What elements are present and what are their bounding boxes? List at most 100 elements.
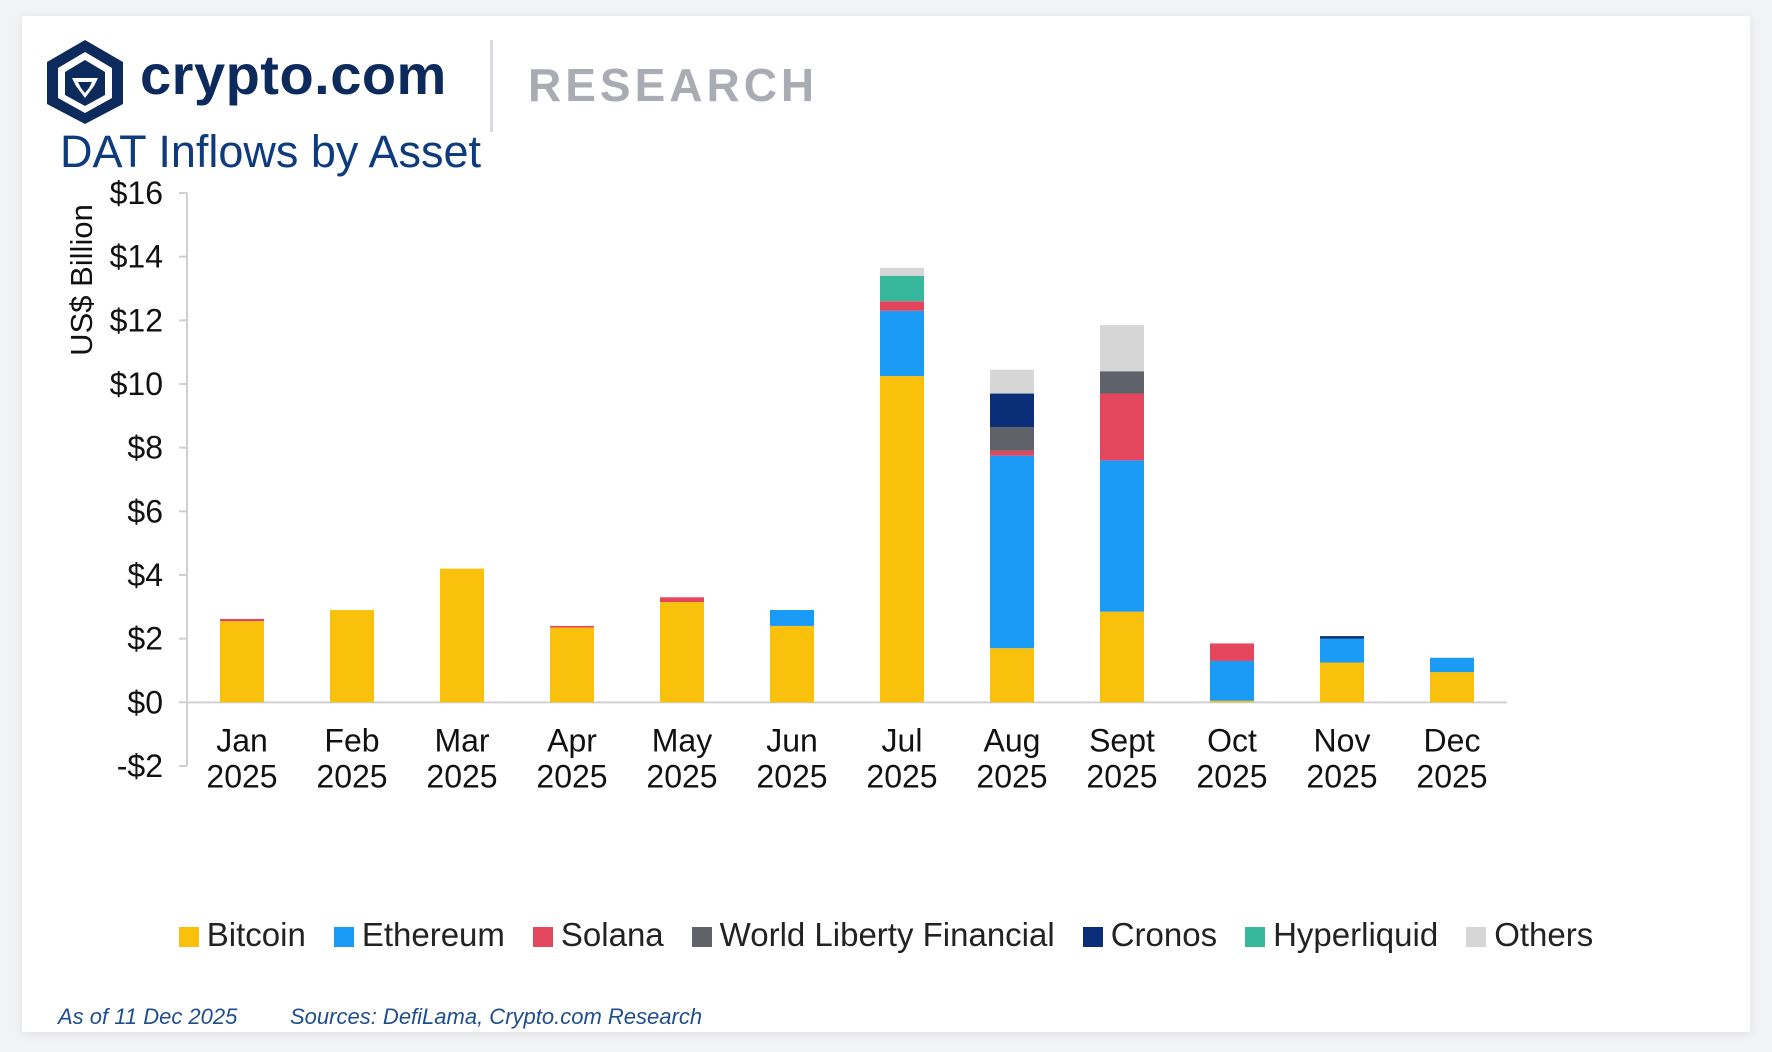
- bar-segment-solana-apr: [550, 625, 594, 628]
- legend-swatch: [532, 927, 553, 947]
- legend-label: Others: [1494, 916, 1594, 953]
- bar-segment-ethereum-aug: [990, 455, 1034, 649]
- x-tick-label: 2025: [1196, 758, 1267, 794]
- legend-swatch: [1082, 927, 1103, 947]
- legend-swatch: [333, 927, 354, 947]
- x-tick-label: Dec: [1424, 722, 1481, 758]
- bar-segment-bitcoin-feb: [330, 610, 374, 703]
- x-tick-label: Apr: [547, 722, 597, 758]
- bar-segment-bitcoin-may: [660, 602, 704, 703]
- legend-swatch: [691, 927, 712, 947]
- chart-card: crypto.com RESEARCH DAT Inflows by Asset…: [22, 16, 1750, 1032]
- x-tick-label: 2025: [1306, 758, 1377, 794]
- bar-segment-world-liberty-financial-aug: [990, 426, 1034, 451]
- bar-segment-solana-sept: [1100, 393, 1144, 461]
- bar-segment-bitcoin-jun: [770, 625, 814, 703]
- legend-swatch: [178, 927, 199, 947]
- legend-item-cronos: Cronos: [1082, 916, 1218, 954]
- bar-segment-solana-oct: [1210, 643, 1254, 661]
- x-tick-label: Jul: [882, 722, 923, 758]
- x-tick-label: 2025: [866, 758, 937, 794]
- x-tick-label: Aug: [984, 722, 1041, 758]
- x-tick-label: 2025: [646, 758, 717, 794]
- x-tick-label: 2025: [316, 758, 387, 794]
- brand-name: crypto.com: [140, 43, 447, 106]
- y-tick-label: $12: [110, 302, 163, 338]
- bar-segment-solana-jan: [220, 618, 264, 622]
- x-tick-label: Jan: [216, 722, 268, 758]
- bar-segment-solana-aug: [990, 450, 1034, 456]
- legend-item-bitcoin: Bitcoin: [178, 916, 306, 954]
- stacked-bar-chart: -$2$0$2$4$6$8$10$12$14$16Jan2025Feb2025M…: [64, 175, 1507, 794]
- bar-segment-bitcoin-jul: [880, 376, 924, 703]
- bar-segment-others-sept: [1100, 325, 1144, 372]
- legend-swatch: [1466, 927, 1487, 947]
- legend-item-ethereum: Ethereum: [333, 916, 505, 954]
- y-tick-label: $8: [127, 430, 163, 466]
- research-label: RESEARCH: [528, 59, 819, 111]
- labels-layer: -$2$0$2$4$6$8$10$12$14$16Jan2025Feb2025M…: [110, 175, 1488, 794]
- x-tick-label: 2025: [976, 758, 1047, 794]
- bar-segment-world-liberty-financial-sept: [1100, 371, 1144, 394]
- x-tick-label: Jun: [766, 722, 818, 758]
- x-tick-label: Sept: [1089, 722, 1155, 758]
- bar-segment-bitcoin-sept: [1100, 611, 1144, 703]
- x-tick-label: 2025: [1086, 758, 1157, 794]
- bars-layer: [220, 267, 1474, 703]
- bar-segment-others-aug: [990, 369, 1034, 394]
- y-tick-label: $10: [110, 366, 163, 402]
- x-tick-label: 2025: [206, 758, 277, 794]
- bar-segment-ethereum-dec: [1430, 657, 1474, 673]
- chart-legend: Bitcoin Ethereum Solana World Liberty Finan…: [22, 916, 1750, 954]
- y-tick-label: $14: [110, 239, 163, 275]
- y-tick-label: $4: [127, 557, 163, 593]
- bar-segment-ethereum-oct: [1210, 660, 1254, 701]
- x-tick-label: 2025: [536, 758, 607, 794]
- y-tick-label: $2: [127, 621, 163, 657]
- x-tick-label: 2025: [756, 758, 827, 794]
- bar-segment-hyperliquid-jul: [880, 275, 924, 302]
- y-tick-label: $0: [127, 684, 163, 720]
- sources-note: Sources: DefiLama, Crypto.com Research: [290, 1004, 703, 1029]
- x-tick-label: Feb: [324, 722, 379, 758]
- bar-segment-bitcoin-apr: [550, 627, 594, 703]
- bar-segment-bitcoin-jan: [220, 621, 264, 703]
- legend-label: Cronos: [1110, 916, 1218, 953]
- bar-segment-bitcoin-dec: [1430, 672, 1474, 703]
- as-of-date: As of 11 Dec 2025: [58, 1004, 238, 1029]
- x-tick-label: Nov: [1314, 722, 1371, 758]
- y-tick-label: $16: [110, 175, 163, 211]
- bar-segment-ethereum-sept: [1100, 460, 1144, 612]
- bar-segment-cronos-aug: [990, 393, 1034, 427]
- x-tick-label: 2025: [426, 758, 497, 794]
- bar-segment-ethereum-nov: [1320, 638, 1364, 663]
- x-tick-label: 2025: [1416, 758, 1487, 794]
- legend-label: Hyperliquid: [1273, 916, 1439, 953]
- bar-segment-solana-jul: [880, 301, 924, 311]
- legend-swatch: [1245, 927, 1266, 947]
- y-tick-label: -$2: [117, 748, 163, 784]
- legend-label: Solana: [560, 916, 664, 953]
- bar-segment-bitcoin-oct: [1210, 700, 1254, 703]
- legend-item-hyperliquid: Hyperliquid: [1245, 916, 1438, 954]
- y-axis-label: US$ Billion: [64, 204, 99, 356]
- bar-segment-others-jul: [880, 267, 924, 276]
- legend-item-world-liberty-financial: World Liberty Financial: [691, 916, 1055, 954]
- x-tick-label: May: [652, 722, 712, 758]
- bar-segment-ethereum-jun: [770, 610, 814, 626]
- y-tick-label: $6: [127, 493, 163, 529]
- legend-item-others: Others: [1466, 916, 1593, 954]
- legend-label: World Liberty Financial: [719, 916, 1055, 953]
- bar-segment-bitcoin-mar: [440, 568, 484, 703]
- legend-label: Ethereum: [361, 916, 505, 953]
- chart-title: DAT Inflows by Asset: [60, 126, 481, 177]
- axis-layer: [179, 192, 1507, 767]
- bar-segment-solana-may: [660, 597, 704, 603]
- x-tick-label: Mar: [434, 722, 489, 758]
- bar-segment-ethereum-jul: [880, 310, 924, 377]
- x-tick-label: Oct: [1207, 722, 1257, 758]
- crypto-com-logo-icon: [44, 38, 126, 131]
- legend-label: Bitcoin: [206, 916, 306, 953]
- bar-segment-bitcoin-aug: [990, 648, 1034, 703]
- header-divider: [490, 40, 493, 132]
